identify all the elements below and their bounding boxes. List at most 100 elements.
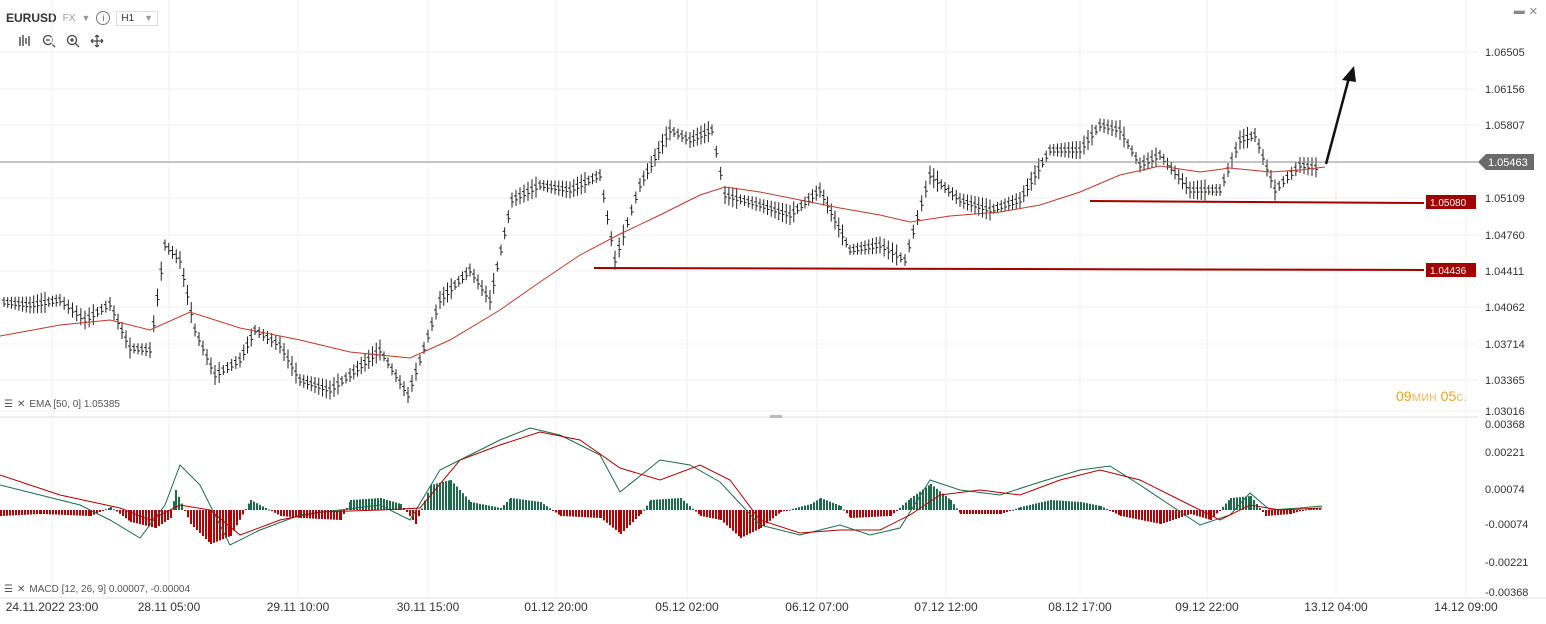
macd-bar	[58, 510, 60, 515]
macd-bar	[603, 510, 605, 521]
settings-icon[interactable]: ☰	[4, 584, 13, 595]
macd-bar	[746, 510, 748, 535]
macd-bar	[1023, 506, 1025, 510]
macd-bar	[948, 498, 950, 510]
symbol-label[interactable]: EURUSD	[6, 11, 57, 25]
macd-bar	[566, 510, 568, 517]
macd-bar	[1299, 510, 1301, 512]
timeframe-select[interactable]: H1 ▼	[116, 10, 159, 26]
macd-bar	[494, 506, 496, 510]
zoom-out-icon[interactable]	[42, 34, 56, 48]
remove-indicator-icon[interactable]: ✕	[16, 584, 26, 595]
macd-bar	[612, 510, 614, 528]
macd-bar	[677, 498, 679, 510]
price-tick: 1.04760	[1485, 230, 1525, 242]
macd-bar	[122, 510, 124, 516]
macd-bar	[558, 510, 560, 515]
macd-bar	[795, 508, 797, 510]
macd-bar	[488, 505, 490, 510]
macd-bar	[82, 510, 84, 516]
macd-bar	[459, 489, 461, 510]
macd-bar	[516, 498, 518, 510]
macd-bar	[289, 510, 291, 517]
macd-bar	[1213, 510, 1215, 517]
macd-bar	[442, 482, 444, 510]
macd-bar	[1138, 510, 1140, 520]
time-tick: 29.11 10:00	[267, 600, 330, 614]
macd-bar	[629, 510, 631, 525]
macd-bar	[295, 510, 297, 518]
macd-bar	[1118, 510, 1120, 515]
macd-bar	[740, 510, 742, 538]
macd-bar	[225, 510, 227, 538]
info-icon[interactable]: i	[96, 11, 111, 25]
macd-bar	[1208, 510, 1210, 520]
macd-bar	[778, 510, 780, 514]
time-tick: 28.11 05:00	[138, 600, 201, 614]
macd-bar	[274, 510, 276, 513]
macd-tick: -0.00221	[1485, 557, 1528, 569]
candles-icon[interactable]	[18, 34, 32, 48]
time-tick: 05.12 02:00	[655, 600, 719, 614]
macd-bar	[856, 510, 858, 518]
macd-bar	[250, 500, 252, 510]
zoom-in-icon[interactable]	[66, 34, 80, 48]
macd-bar	[386, 499, 388, 510]
ema-indicator-label: ☰ ✕ EMA [50, 0] 1.05385	[4, 399, 120, 410]
macd-bar	[1123, 510, 1125, 517]
ema-label-text: EMA [50, 0] 1.05385	[29, 399, 120, 410]
macd-bar	[67, 510, 69, 516]
macd-bar	[1268, 510, 1270, 516]
macd-bar	[801, 506, 803, 510]
macd-bar	[1009, 510, 1011, 511]
macd-bar	[843, 509, 845, 511]
macd-bar	[1187, 510, 1189, 515]
maximize-icon[interactable]: ▬	[1513, 5, 1525, 17]
macd-bar	[312, 510, 314, 519]
macd-bar	[537, 501, 539, 510]
ema-line	[0, 165, 1326, 359]
macd-bar	[55, 510, 57, 515]
macd-bar	[1286, 510, 1288, 515]
macd-bar	[99, 510, 101, 512]
macd-bar	[73, 510, 75, 516]
macd-bar	[108, 507, 110, 510]
macd-bar	[668, 498, 670, 510]
price-tick: 1.04411	[1485, 266, 1524, 278]
macd-bar	[1086, 503, 1088, 510]
macd-bar	[626, 510, 628, 528]
macd-bar	[996, 510, 998, 514]
macd-bar	[680, 498, 682, 510]
macd-bar	[813, 502, 815, 510]
macd-bar	[222, 510, 224, 540]
macd-bar	[893, 510, 895, 514]
macd-bar	[572, 510, 574, 517]
symbol-dropdown-icon[interactable]: ▼	[81, 13, 91, 23]
macd-bar	[383, 498, 385, 510]
macd-bar	[755, 510, 757, 531]
macd-bar	[1080, 502, 1082, 510]
macd-tick: -0.00368	[1485, 587, 1528, 599]
macd-bar	[522, 499, 524, 510]
macd-bar	[1196, 510, 1198, 516]
macd-bar	[242, 510, 244, 515]
macd-bar	[349, 502, 351, 510]
macd-bar	[1098, 505, 1100, 510]
macd-bar	[479, 503, 481, 510]
pan-icon[interactable]	[90, 34, 104, 48]
macd-bar	[838, 505, 840, 510]
macd-bar	[161, 510, 163, 524]
remove-indicator-icon[interactable]: ✕	[16, 399, 26, 410]
macd-bar	[340, 510, 342, 520]
close-icon[interactable]: ✕	[1528, 6, 1538, 18]
macd-bar	[749, 510, 751, 534]
macd-bar	[1319, 508, 1321, 510]
macd-bar	[339, 510, 341, 520]
settings-icon[interactable]: ☰	[4, 399, 13, 410]
macd-bar	[609, 510, 611, 526]
macd-bar	[868, 510, 870, 518]
macd-bar	[1293, 510, 1295, 514]
macd-bar	[39, 510, 41, 515]
macd-bar	[546, 506, 548, 510]
